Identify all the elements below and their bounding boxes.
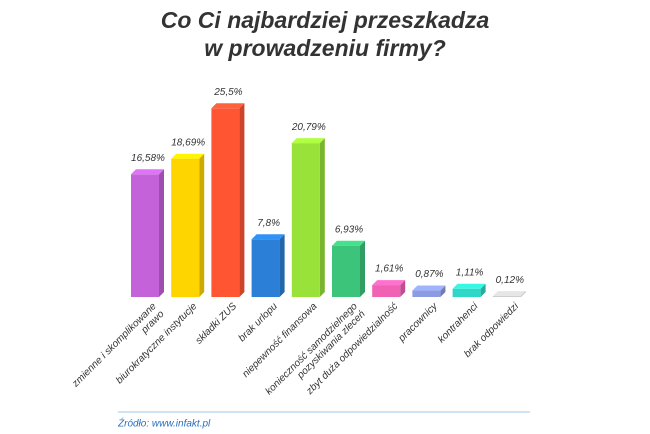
source: Źródło: www.infakt.pl — [117, 417, 211, 430]
bar-top — [251, 234, 285, 240]
bar-side — [400, 280, 406, 297]
bar-side — [440, 285, 446, 297]
value-label: 1,11% — [456, 267, 484, 278]
bar — [452, 283, 486, 297]
bar-top — [171, 153, 205, 159]
bar-front — [131, 174, 159, 297]
bar-top — [372, 280, 406, 286]
value-label: 20,79% — [291, 122, 326, 133]
value-label: 6,93% — [335, 224, 363, 235]
bar-top — [412, 285, 446, 291]
bar-front — [372, 285, 401, 297]
bar-side — [360, 240, 365, 297]
bar-top — [131, 169, 164, 175]
bar — [412, 285, 446, 297]
value-label: 0,87% — [415, 269, 443, 280]
bar-side — [199, 153, 205, 297]
bar — [131, 169, 164, 297]
bar — [291, 138, 325, 297]
bar-front — [452, 288, 481, 297]
bar-side — [159, 169, 164, 297]
bar-front — [291, 143, 320, 297]
bar-top — [332, 240, 365, 246]
bar-top — [452, 283, 486, 289]
bar-side — [520, 291, 526, 297]
bar-front — [332, 245, 360, 297]
bar — [492, 291, 526, 297]
bar-top — [492, 291, 526, 297]
value-label: 7,8% — [257, 218, 280, 229]
bar — [251, 234, 285, 297]
bar-front — [412, 290, 441, 297]
value-label: 18,69% — [171, 137, 205, 148]
bar — [211, 103, 245, 297]
value-label: 0,12% — [496, 275, 524, 286]
bar-front — [211, 108, 240, 297]
bar — [171, 153, 205, 297]
bar-front — [492, 296, 521, 297]
bar-front — [171, 158, 200, 297]
bar-side — [319, 138, 325, 297]
value-label: 16,58% — [131, 153, 165, 164]
value-label: 1,61% — [375, 264, 403, 275]
bar-top — [291, 138, 325, 144]
bar-top — [211, 103, 245, 109]
value-label: 25,5% — [213, 87, 242, 98]
bar — [332, 240, 365, 297]
bar — [372, 280, 406, 297]
bar-side — [279, 234, 285, 297]
bar-front — [251, 239, 280, 297]
bar-side — [239, 103, 245, 297]
chart-title: w prowadzeniu firmy? — [204, 35, 446, 61]
chart-title: Co Ci najbardziej przeszkadza — [161, 7, 490, 33]
bar-side — [480, 283, 486, 297]
